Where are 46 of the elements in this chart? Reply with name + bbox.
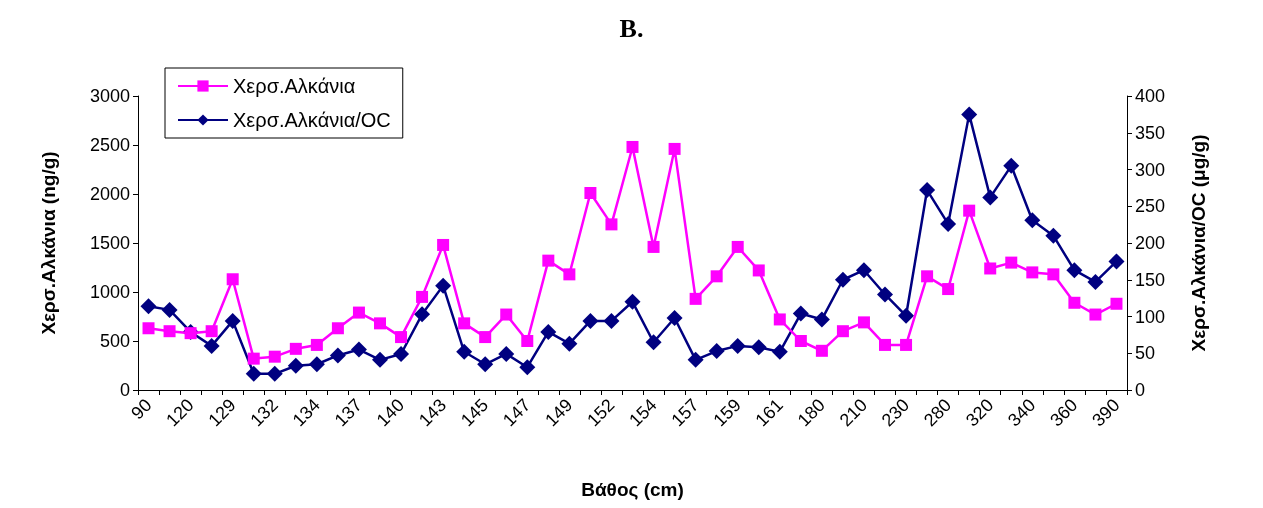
x-tick-label: 154 [625, 394, 661, 431]
x-tick-label: 90 [127, 394, 156, 424]
x-tick-label: 360 [1046, 394, 1082, 431]
x-tick-label: 320 [961, 394, 998, 431]
x-tick-label: 210 [835, 394, 872, 431]
chart-title: B. [619, 13, 644, 43]
y-axis-title: Χερσ.Αλκάνια (ng/g) [38, 151, 59, 335]
x-tick-label: 157 [667, 394, 703, 431]
x-tick-label: 390 [1088, 394, 1124, 431]
x-tick-label: 132 [246, 394, 282, 431]
y2-tick-label: 200 [1135, 233, 1166, 253]
y-tick-label: 500 [99, 331, 130, 351]
x-axis-title: Βάθος (cm) [581, 479, 684, 500]
y-tick-label: 0 [119, 380, 130, 400]
y2-tick-label: 0 [1135, 380, 1146, 400]
y2-tick-label: 250 [1135, 196, 1166, 217]
y2-tick-label: 50 [1135, 343, 1156, 364]
legend-label: Χερσ.Αλκάνια/OC [233, 109, 391, 131]
y2-axis-title: Χερσ.Αλκάνια/OC (μg/g) [1188, 134, 1209, 352]
y-tick-label: 1500 [89, 233, 130, 253]
x-tick-label: 134 [288, 394, 324, 431]
x-tick-label: 137 [330, 394, 367, 431]
y2-tick-label: 300 [1135, 159, 1166, 180]
x-tick-label: 230 [877, 394, 914, 431]
x-tick-label: 145 [456, 394, 493, 431]
y2-tick-label: 350 [1135, 122, 1166, 143]
x-tick-label: 143 [414, 394, 451, 431]
x-tick-label: 340 [1004, 394, 1040, 431]
y2-tick-label: 150 [1135, 269, 1166, 290]
x-tick-label: 152 [583, 394, 619, 431]
y-tick-label: 2000 [89, 184, 130, 204]
x-tick-label: 149 [541, 394, 577, 431]
x-tick-label: 129 [204, 394, 240, 431]
y-tick-label: 1000 [89, 282, 130, 302]
y2-tick-label: 100 [1135, 306, 1166, 327]
x-tick-label: 161 [751, 394, 787, 431]
x-tick-label: 280 [919, 394, 956, 431]
x-tick-label: 140 [372, 394, 409, 431]
y2-tick-label: 400 [1135, 86, 1166, 106]
x-tick-label: 147 [498, 394, 535, 431]
x-tick-label: 120 [162, 394, 198, 431]
y-tick-label: 3000 [89, 86, 130, 106]
x-tick-label: 159 [709, 394, 745, 431]
y-tick-label: 2500 [89, 135, 130, 155]
x-tick-label: 180 [793, 394, 829, 431]
legend-label: Χερσ.Αλκάνια [233, 75, 356, 97]
